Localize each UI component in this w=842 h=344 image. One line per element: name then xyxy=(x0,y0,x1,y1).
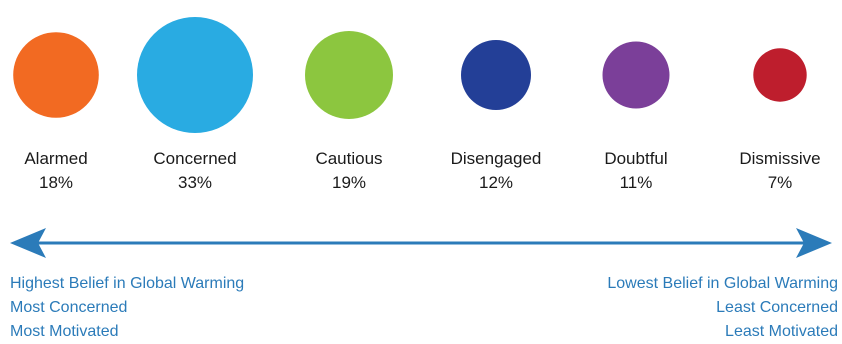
segment-label-dismissive: Dismissive 7% xyxy=(715,147,842,195)
right-annotation-line: Least Concerned xyxy=(716,299,838,316)
left-annotation: Highest Belief in Global Warming Most Co… xyxy=(10,272,244,344)
percent-label: 12% xyxy=(478,173,514,192)
segment-label-doubtful: Doubtful 11% xyxy=(571,147,701,195)
bubble-concerned xyxy=(137,17,253,133)
left-annotation-line: Highest Belief in Global Warming xyxy=(10,275,245,292)
percent-label: 11% xyxy=(619,173,653,192)
bubble-disengaged xyxy=(461,40,531,110)
category-label: Dismissive xyxy=(739,149,821,168)
right-arrowhead xyxy=(796,228,832,258)
right-annotation-line: Lowest Belief in Global Warming xyxy=(607,275,838,292)
category-label: Alarmed xyxy=(24,149,88,168)
percent-label: 19% xyxy=(331,173,367,192)
category-label: Cautious xyxy=(315,149,383,168)
segment-label-concerned: Concerned 33% xyxy=(130,147,260,195)
left-annotation-line: Most Motivated xyxy=(10,323,119,340)
segment-label-cautious: Cautious 19% xyxy=(284,147,414,195)
left-annotation-line: Most Concerned xyxy=(10,299,128,316)
left-arrowhead xyxy=(10,228,46,258)
right-annotation: Lowest Belief in Global Warming Least Co… xyxy=(607,272,838,344)
bubble-dismissive xyxy=(753,48,807,102)
percent-label: 33% xyxy=(177,173,213,192)
bubble-doubtful xyxy=(602,41,670,109)
right-annotation-line: Least Motivated xyxy=(725,323,838,340)
bubble-cautious xyxy=(305,31,393,119)
bubble-alarmed xyxy=(13,32,99,118)
segment-label-disengaged: Disengaged 12% xyxy=(431,147,561,195)
category-label: Concerned xyxy=(153,149,237,168)
percent-label: 7% xyxy=(767,173,793,192)
percent-label: 18% xyxy=(38,173,74,192)
category-label: Disengaged xyxy=(450,149,542,168)
category-label: Doubtful xyxy=(604,149,668,168)
segment-label-alarmed: Alarmed 18% xyxy=(0,147,121,195)
